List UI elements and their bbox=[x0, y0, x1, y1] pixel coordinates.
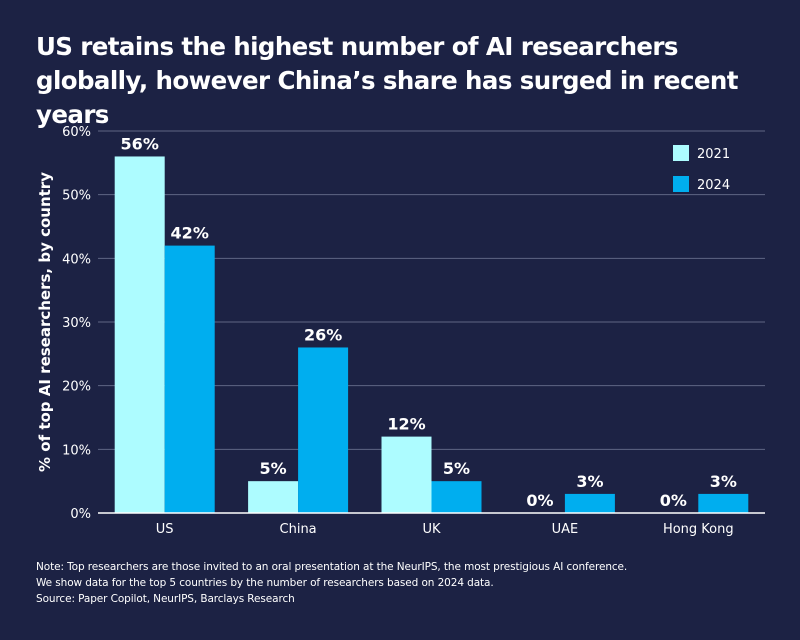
chart-notes: Note: Top researchers are those invited … bbox=[36, 559, 627, 607]
y-tick-label: 10% bbox=[62, 443, 91, 458]
x-tick-label: UAE bbox=[552, 522, 579, 537]
legend-swatch-2024 bbox=[673, 176, 689, 192]
y-tick-label: 30% bbox=[62, 316, 91, 331]
x-tick-label: US bbox=[156, 522, 174, 537]
bar-2024-us bbox=[164, 245, 215, 513]
bar-2021-china bbox=[248, 481, 299, 513]
note-line: We show data for the top 5 countries by … bbox=[36, 577, 494, 589]
source-line: Source: Paper Copilot, NeurIPS, Barclays… bbox=[36, 593, 295, 605]
legend-swatch-2021 bbox=[673, 145, 689, 161]
data-label: 42% bbox=[171, 224, 209, 243]
y-tick-label: 20% bbox=[62, 380, 91, 395]
bar-2021-uk bbox=[381, 436, 432, 513]
x-tick-label: Hong Kong bbox=[663, 522, 734, 537]
data-label: 26% bbox=[304, 325, 342, 344]
y-tick-label: 50% bbox=[62, 189, 91, 204]
bar-2024-uk bbox=[431, 481, 482, 513]
y-tick-label: 0% bbox=[70, 507, 91, 522]
data-label: 5% bbox=[443, 459, 470, 478]
bar-2021-us bbox=[114, 156, 165, 513]
bar-2024-hong-kong bbox=[698, 493, 749, 513]
chart-title: US retains the highest number of AI rese… bbox=[36, 32, 738, 129]
data-label: 12% bbox=[387, 415, 425, 434]
legend-label: 2021 bbox=[697, 147, 730, 162]
bar-2024-uae bbox=[564, 493, 615, 513]
y-axis-label: % of top AI researchers, by country bbox=[36, 172, 54, 472]
data-label: 3% bbox=[576, 472, 603, 491]
x-tick-label: China bbox=[280, 522, 317, 537]
bar-2024-china bbox=[298, 347, 349, 513]
y-tick-label: 40% bbox=[62, 252, 91, 267]
note-line: Note: Top researchers are those invited … bbox=[36, 561, 628, 573]
data-label: 56% bbox=[121, 134, 159, 153]
data-label: 0% bbox=[526, 491, 553, 510]
y-tick-label: 60% bbox=[62, 125, 91, 140]
data-label: 0% bbox=[660, 491, 687, 510]
data-label: 5% bbox=[260, 459, 287, 478]
data-label: 3% bbox=[710, 472, 737, 491]
legend-label: 2024 bbox=[697, 178, 730, 193]
x-tick-label: UK bbox=[422, 522, 441, 537]
